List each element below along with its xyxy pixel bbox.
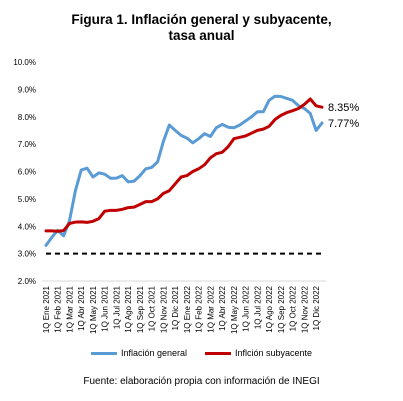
y-tick-label: 3.0% xyxy=(18,250,36,259)
y-tick-label: 5.0% xyxy=(18,195,36,204)
x-tick-label: 1Q Ene 2022 xyxy=(183,285,192,333)
x-tick-label: 1Q Ago 2021 xyxy=(124,285,133,332)
x-tick-label: 1Q Sep 2021 xyxy=(136,285,145,333)
x-tick-label: 1Q Abr 2022 xyxy=(218,285,227,330)
x-tick-label: 1Q Ene 2021 xyxy=(42,285,51,333)
legend-item-general: Inflación general xyxy=(90,348,187,358)
y-tick-label: 10.0% xyxy=(13,58,36,67)
x-tick-label: 1Q Abr 2021 xyxy=(77,285,86,330)
y-tick-label: 8.0% xyxy=(18,113,36,122)
series-line-subyacente xyxy=(44,97,324,233)
legend-swatch-general xyxy=(90,351,117,355)
x-tick-label: 1Q Jul 2022 xyxy=(253,285,262,329)
x-tick-label: 1Q Mar 2022 xyxy=(206,285,215,332)
legend-swatch-subyacente xyxy=(204,351,231,355)
x-tick-label: 1Q May 2021 xyxy=(89,285,98,334)
x-tick-label: 1Q Mar 2021 xyxy=(65,285,74,332)
x-tick-label: 1Q Nov 2021 xyxy=(159,285,168,333)
legend-label-subyacente: Inflción subyacente xyxy=(234,348,313,358)
x-tick-label: 1Q Sep 2022 xyxy=(277,285,286,333)
legend-item-subyacente: Inflción subyacente xyxy=(204,348,313,358)
x-tick-label: 1Q Feb 2021 xyxy=(54,285,63,332)
x-tick-label: 1Q Ago 2022 xyxy=(265,285,274,332)
x-tick-label: 1Q May 2022 xyxy=(230,285,239,334)
chart-title-line-2: tasa anual xyxy=(168,28,235,43)
y-tick-label: 9.0% xyxy=(18,85,36,94)
y-tick-label: 4.0% xyxy=(18,222,36,231)
y-tick-label: 6.0% xyxy=(18,168,36,177)
x-tick-label: 1Q Jul 2021 xyxy=(112,285,121,329)
series-line-general xyxy=(44,94,324,247)
x-tick-label: 1Q Oct 2021 xyxy=(148,285,157,331)
x-tick-label: 1Q Jun 2022 xyxy=(242,285,251,331)
end-label-subyacente: 8.35% xyxy=(328,102,359,114)
x-tick-label: 1Q Feb 2022 xyxy=(195,285,204,332)
y-tick-label: 2.0% xyxy=(18,277,36,286)
x-tick-label: 1Q Oct 2022 xyxy=(289,285,298,331)
chart-legend: Inflación general Inflción subyacente xyxy=(0,348,403,358)
x-tick-label: 1Q Dic 2021 xyxy=(171,285,180,330)
y-tick-label: 7.0% xyxy=(18,140,36,149)
chart-source-note: Fuente: elaboración propia con informaci… xyxy=(83,376,320,387)
legend-label-general: Inflación general xyxy=(120,348,187,358)
x-tick-label: 1Q Nov 2022 xyxy=(300,285,309,333)
chart-title-line-1: Figura 1. Inflación general y subyacente… xyxy=(71,12,332,27)
x-tick-label: 1Q Dic 2022 xyxy=(312,285,321,330)
x-tick-label: 1Q Jun 2021 xyxy=(101,285,110,331)
end-label-general: 7.77% xyxy=(328,118,359,130)
